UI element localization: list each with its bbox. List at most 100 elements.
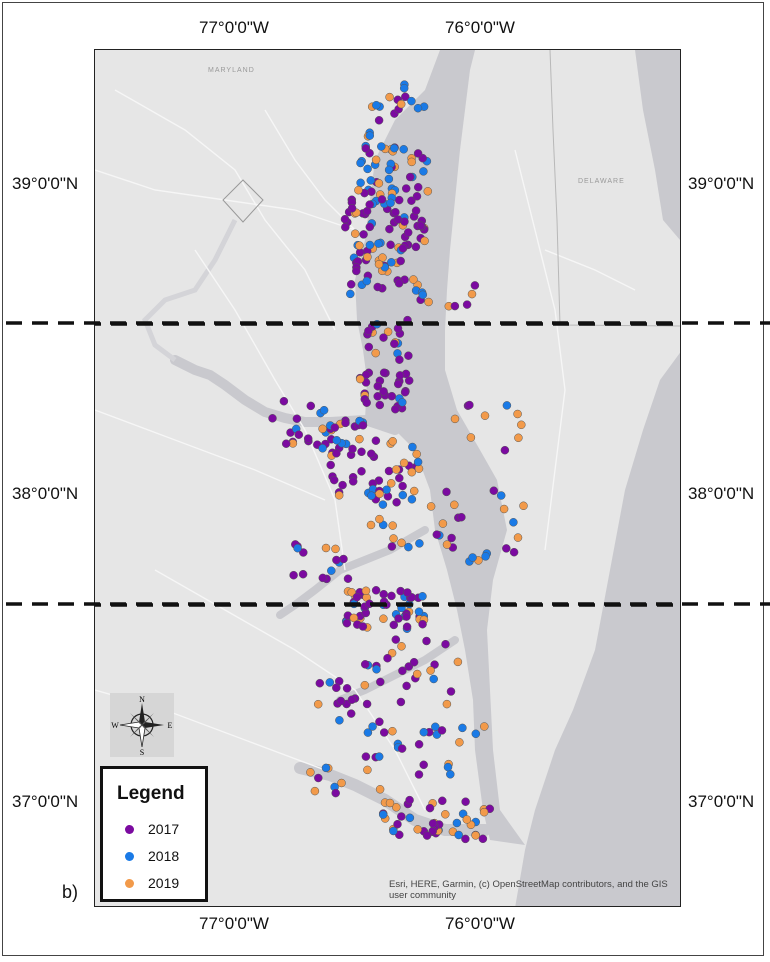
survey-point bbox=[379, 614, 388, 623]
survey-point bbox=[404, 542, 413, 552]
survey-point bbox=[372, 100, 381, 110]
survey-point bbox=[442, 699, 452, 709]
survey-point bbox=[398, 490, 408, 500]
survey-point bbox=[386, 198, 395, 208]
legend: Legend 2017 2018 2019 bbox=[100, 766, 208, 902]
legend-item-2019: 2019 bbox=[125, 873, 179, 893]
survey-point bbox=[373, 282, 382, 292]
legend-swatch-2019 bbox=[125, 878, 134, 888]
survey-point bbox=[349, 613, 359, 623]
survey-point bbox=[371, 348, 380, 358]
survey-point bbox=[398, 244, 408, 253]
survey-point bbox=[371, 586, 381, 595]
survey-point bbox=[379, 333, 388, 342]
survey-point bbox=[388, 726, 397, 736]
survey-point bbox=[408, 442, 417, 452]
legend-title: Legend bbox=[117, 783, 185, 804]
survey-point bbox=[332, 683, 341, 693]
survey-point bbox=[466, 433, 476, 442]
survey-point bbox=[390, 339, 399, 349]
survey-point bbox=[376, 677, 385, 687]
survey-point bbox=[389, 620, 399, 630]
survey-point bbox=[303, 434, 313, 443]
survey-point bbox=[332, 449, 341, 458]
legend-item-2018: 2018 bbox=[125, 846, 179, 866]
survey-point bbox=[414, 770, 424, 779]
survey-point bbox=[338, 480, 347, 490]
survey-point bbox=[458, 723, 467, 733]
survey-point bbox=[268, 414, 277, 423]
survey-point bbox=[480, 411, 490, 420]
survey-point bbox=[335, 716, 344, 725]
top-longitude-label-76w: 76°0'0"W bbox=[445, 18, 515, 37]
survey-point bbox=[450, 301, 460, 311]
survey-point bbox=[387, 391, 397, 401]
survey-point bbox=[359, 230, 368, 239]
survey-point bbox=[388, 521, 397, 530]
survey-point bbox=[407, 467, 417, 477]
survey-point bbox=[402, 612, 411, 621]
survey-point bbox=[386, 479, 396, 488]
survey-point bbox=[347, 204, 357, 213]
survey-point bbox=[391, 404, 400, 414]
survey-point bbox=[513, 533, 523, 542]
survey-point bbox=[422, 636, 431, 646]
survey-point bbox=[413, 457, 423, 467]
survey-point bbox=[517, 420, 526, 430]
survey-point bbox=[414, 740, 424, 749]
survey-point bbox=[425, 803, 435, 813]
survey-point bbox=[355, 374, 365, 384]
survey-point bbox=[398, 666, 407, 676]
survey-point bbox=[442, 487, 451, 497]
survey-point bbox=[361, 586, 371, 596]
survey-point bbox=[443, 762, 453, 772]
survey-point bbox=[413, 182, 423, 192]
left-latitude-label-37n: 37°0'0"N bbox=[12, 792, 79, 811]
compass-rose-icon: N S E W bbox=[110, 693, 174, 757]
survey-point bbox=[348, 444, 357, 454]
survey-point bbox=[385, 224, 394, 234]
survey-point bbox=[403, 228, 413, 237]
survey-point bbox=[513, 409, 522, 419]
survey-point bbox=[399, 145, 408, 154]
survey-point bbox=[379, 387, 388, 396]
survey-point bbox=[418, 592, 427, 601]
survey-point bbox=[375, 489, 384, 499]
map-panel bbox=[94, 49, 681, 907]
survey-point bbox=[374, 752, 384, 761]
legend-label-2017: 2017 bbox=[148, 821, 180, 837]
survey-point bbox=[377, 142, 386, 151]
survey-point bbox=[454, 830, 463, 840]
survey-point bbox=[357, 467, 366, 476]
survey-point bbox=[437, 726, 447, 735]
survey-point bbox=[361, 752, 371, 761]
survey-point bbox=[293, 543, 302, 553]
survey-point bbox=[358, 622, 368, 631]
survey-point bbox=[389, 534, 398, 543]
survey-point bbox=[388, 437, 397, 446]
survey-point bbox=[313, 699, 323, 709]
survey-point bbox=[412, 669, 422, 679]
survey-point bbox=[363, 164, 372, 174]
survey-point bbox=[321, 763, 331, 773]
survey-point bbox=[306, 768, 315, 777]
survey-point bbox=[420, 236, 429, 246]
survey-point bbox=[441, 810, 450, 819]
survey-point bbox=[496, 491, 506, 500]
survey-points bbox=[268, 80, 528, 844]
survey-point bbox=[399, 458, 409, 468]
survey-point bbox=[364, 342, 374, 352]
survey-point bbox=[402, 681, 411, 691]
survey-point bbox=[409, 275, 418, 284]
survey-point bbox=[360, 660, 370, 669]
survey-point bbox=[281, 439, 291, 448]
survey-point bbox=[384, 165, 394, 175]
dc-boundary bbox=[222, 179, 264, 223]
survey-point bbox=[411, 206, 421, 215]
survey-point bbox=[356, 158, 365, 168]
survey-point bbox=[509, 518, 518, 527]
survey-point bbox=[330, 423, 340, 432]
survey-point bbox=[318, 444, 327, 453]
